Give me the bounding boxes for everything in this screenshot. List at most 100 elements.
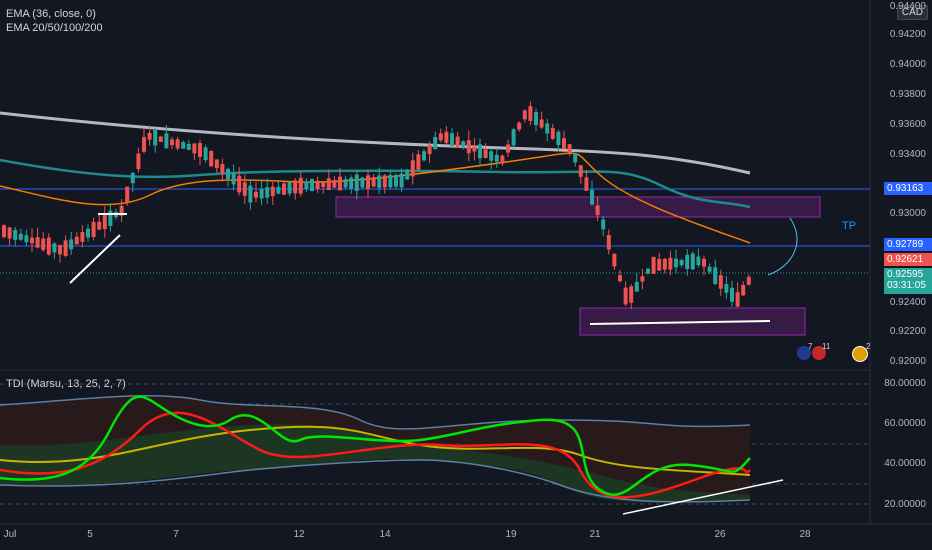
candle-body: [466, 140, 471, 154]
candle-body: [455, 136, 460, 148]
time-label: 12: [293, 529, 305, 540]
dividend-icon[interactable]: [852, 346, 868, 362]
candle-body: [539, 119, 544, 128]
price-label: 0.93600: [889, 119, 926, 130]
candle-body: [623, 287, 628, 305]
candle-body: [130, 172, 135, 184]
time-label: 14: [379, 529, 391, 540]
candle-body: [293, 180, 298, 194]
tdi-signal-line: [0, 411, 751, 499]
candle-body: [175, 139, 180, 149]
candle-body: [97, 221, 102, 230]
current-price-value: 0.92595: [887, 269, 924, 280]
candle-body: [651, 256, 656, 274]
candle-body: [24, 235, 29, 243]
legend-ema36[interactable]: EMA (36, close, 0): [6, 8, 96, 20]
supply-zone: [335, 196, 821, 218]
candle-body: [730, 287, 734, 302]
time-label: 28: [799, 529, 811, 540]
candle-body: [354, 174, 359, 191]
candle-body: [343, 179, 348, 188]
candle-body: [158, 136, 163, 142]
price-label: 0.92200: [889, 326, 926, 337]
candle-body: [186, 143, 191, 150]
event-count: 2: [866, 342, 871, 351]
candle-body: [450, 133, 454, 147]
candle-body: [310, 179, 314, 191]
candle-body: [399, 173, 404, 188]
candle-body: [108, 210, 113, 226]
candle-body: [321, 181, 326, 188]
tdi-lower-band-fill: [0, 424, 750, 503]
time-label: Jul: [3, 529, 17, 540]
candle-body: [702, 258, 706, 267]
candle-body: [590, 189, 594, 205]
candle-body: [231, 173, 236, 185]
candle-body: [304, 181, 309, 189]
legend-tdi[interactable]: TDI (Marsu, 13, 25, 2, 7): [6, 378, 126, 390]
candle-body: [282, 183, 286, 195]
candle-body: [679, 259, 684, 266]
candle-body: [567, 144, 572, 153]
candle-body: [366, 175, 370, 190]
candle-body: [91, 221, 96, 237]
candle-body: [562, 138, 566, 149]
candle-body: [713, 267, 718, 284]
candle-body: [696, 256, 701, 266]
event-count: 7: [808, 342, 813, 351]
candle-body: [494, 154, 499, 162]
time-label: 19: [505, 529, 517, 540]
candle-body: [136, 153, 141, 170]
candle-body: [657, 258, 662, 271]
candle-body: [382, 175, 387, 188]
candle-body: [472, 146, 477, 152]
candle-body: [478, 144, 482, 159]
candle-body: [18, 233, 23, 240]
price-label: 0.93800: [889, 89, 926, 100]
candle-body: [259, 188, 264, 199]
candle-body: [52, 243, 57, 253]
price-tag-upper-line: 0.93163: [884, 182, 932, 195]
time-label: 26: [714, 529, 726, 540]
candle-body: [433, 136, 438, 150]
candle-body: [265, 187, 270, 198]
tdi-label: 40.00000: [884, 458, 926, 469]
candle-body: [276, 186, 281, 194]
candle-body: [142, 137, 146, 152]
legend-ema-multi[interactable]: EMA 20/50/100/200: [6, 22, 103, 34]
candle-body: [13, 229, 18, 240]
price-label: 0.94000: [889, 59, 926, 70]
candle-body: [500, 155, 505, 164]
price-label: 0.93400: [889, 149, 926, 160]
flag-au-icon[interactable]: [797, 346, 811, 360]
candle-body: [410, 160, 415, 177]
candle-body: [181, 142, 186, 149]
bar-countdown: 03:31:05: [887, 280, 926, 291]
candle-body: [298, 177, 303, 194]
currency-button[interactable]: CAD: [896, 5, 928, 20]
candle-body: [550, 127, 555, 139]
ema-200-line: [0, 111, 751, 175]
candle-body: [517, 122, 522, 130]
candle-body: [209, 150, 214, 167]
tdi-rsi-line: [0, 395, 751, 496]
price-tag-mid-line: 0.92789: [884, 238, 932, 251]
candle-body: [461, 141, 466, 148]
candle-body: [86, 228, 90, 238]
candle-body: [203, 147, 208, 161]
candle-body: [556, 131, 561, 146]
candle-body: [662, 258, 667, 270]
price-tag-red: 0.92621: [884, 253, 932, 266]
flag-ca-icon[interactable]: [812, 346, 826, 360]
candle-body: [601, 219, 606, 230]
candle-body: [545, 123, 550, 134]
candle-body: [326, 178, 331, 190]
candle-body: [674, 258, 678, 268]
tp-label[interactable]: TP: [842, 220, 857, 232]
candle-body: [80, 231, 85, 242]
candle-body: [584, 177, 589, 191]
candle-body: [164, 133, 169, 149]
candle-body: [74, 236, 79, 245]
